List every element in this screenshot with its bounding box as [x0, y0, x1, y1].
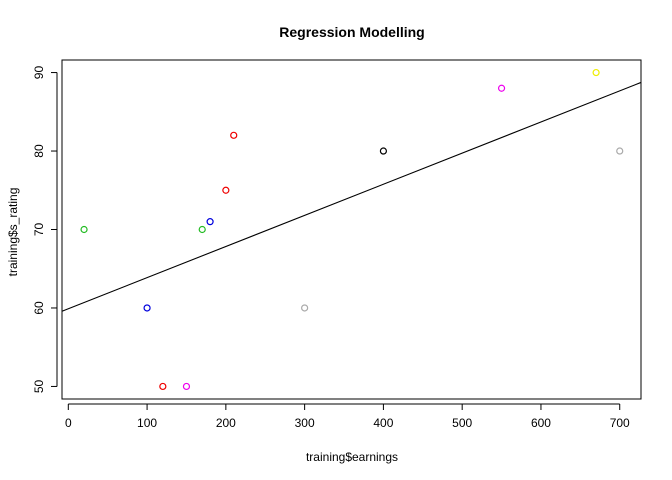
- x-tick-label: 500: [452, 416, 472, 430]
- data-point: [616, 147, 624, 155]
- y-tick-label: 70: [32, 223, 46, 237]
- data-point: [497, 84, 506, 92]
- plot-frame: [61, 59, 642, 400]
- x-tick-label: 0: [65, 416, 72, 430]
- data-point: [301, 304, 309, 312]
- data-points: [80, 68, 624, 391]
- data-point: [379, 147, 388, 155]
- x-axis: 0 100 200 300 400 500 600 700: [65, 403, 630, 430]
- y-tick-label: 60: [32, 301, 46, 315]
- y-tick-label: 90: [32, 66, 46, 80]
- regression-line: [61, 81, 642, 312]
- y-axis: 50 60 70 80 90: [32, 66, 58, 393]
- x-tick-label: 400: [373, 416, 393, 430]
- data-point: [198, 225, 206, 234]
- data-point: [206, 218, 214, 226]
- data-point: [80, 225, 88, 234]
- chart-title: Regression Modelling: [279, 24, 424, 40]
- data-point: [159, 382, 167, 391]
- x-axis-label: training$earnings: [306, 450, 398, 464]
- y-axis-label: training$s_rating: [6, 188, 20, 277]
- y-tick-label: 80: [32, 144, 46, 158]
- data-point: [222, 186, 230, 194]
- x-tick-label: 100: [137, 416, 157, 430]
- data-point: [230, 131, 238, 139]
- x-tick-label: 600: [531, 416, 551, 430]
- y-tick-label: 50: [32, 379, 46, 393]
- regression-fit: [61, 81, 642, 312]
- x-tick-label: 200: [216, 416, 236, 430]
- data-point: [182, 382, 191, 391]
- data-point: [592, 68, 600, 77]
- data-point: [143, 304, 151, 312]
- x-tick-label: 300: [295, 416, 315, 430]
- x-tick-label: 700: [610, 416, 630, 430]
